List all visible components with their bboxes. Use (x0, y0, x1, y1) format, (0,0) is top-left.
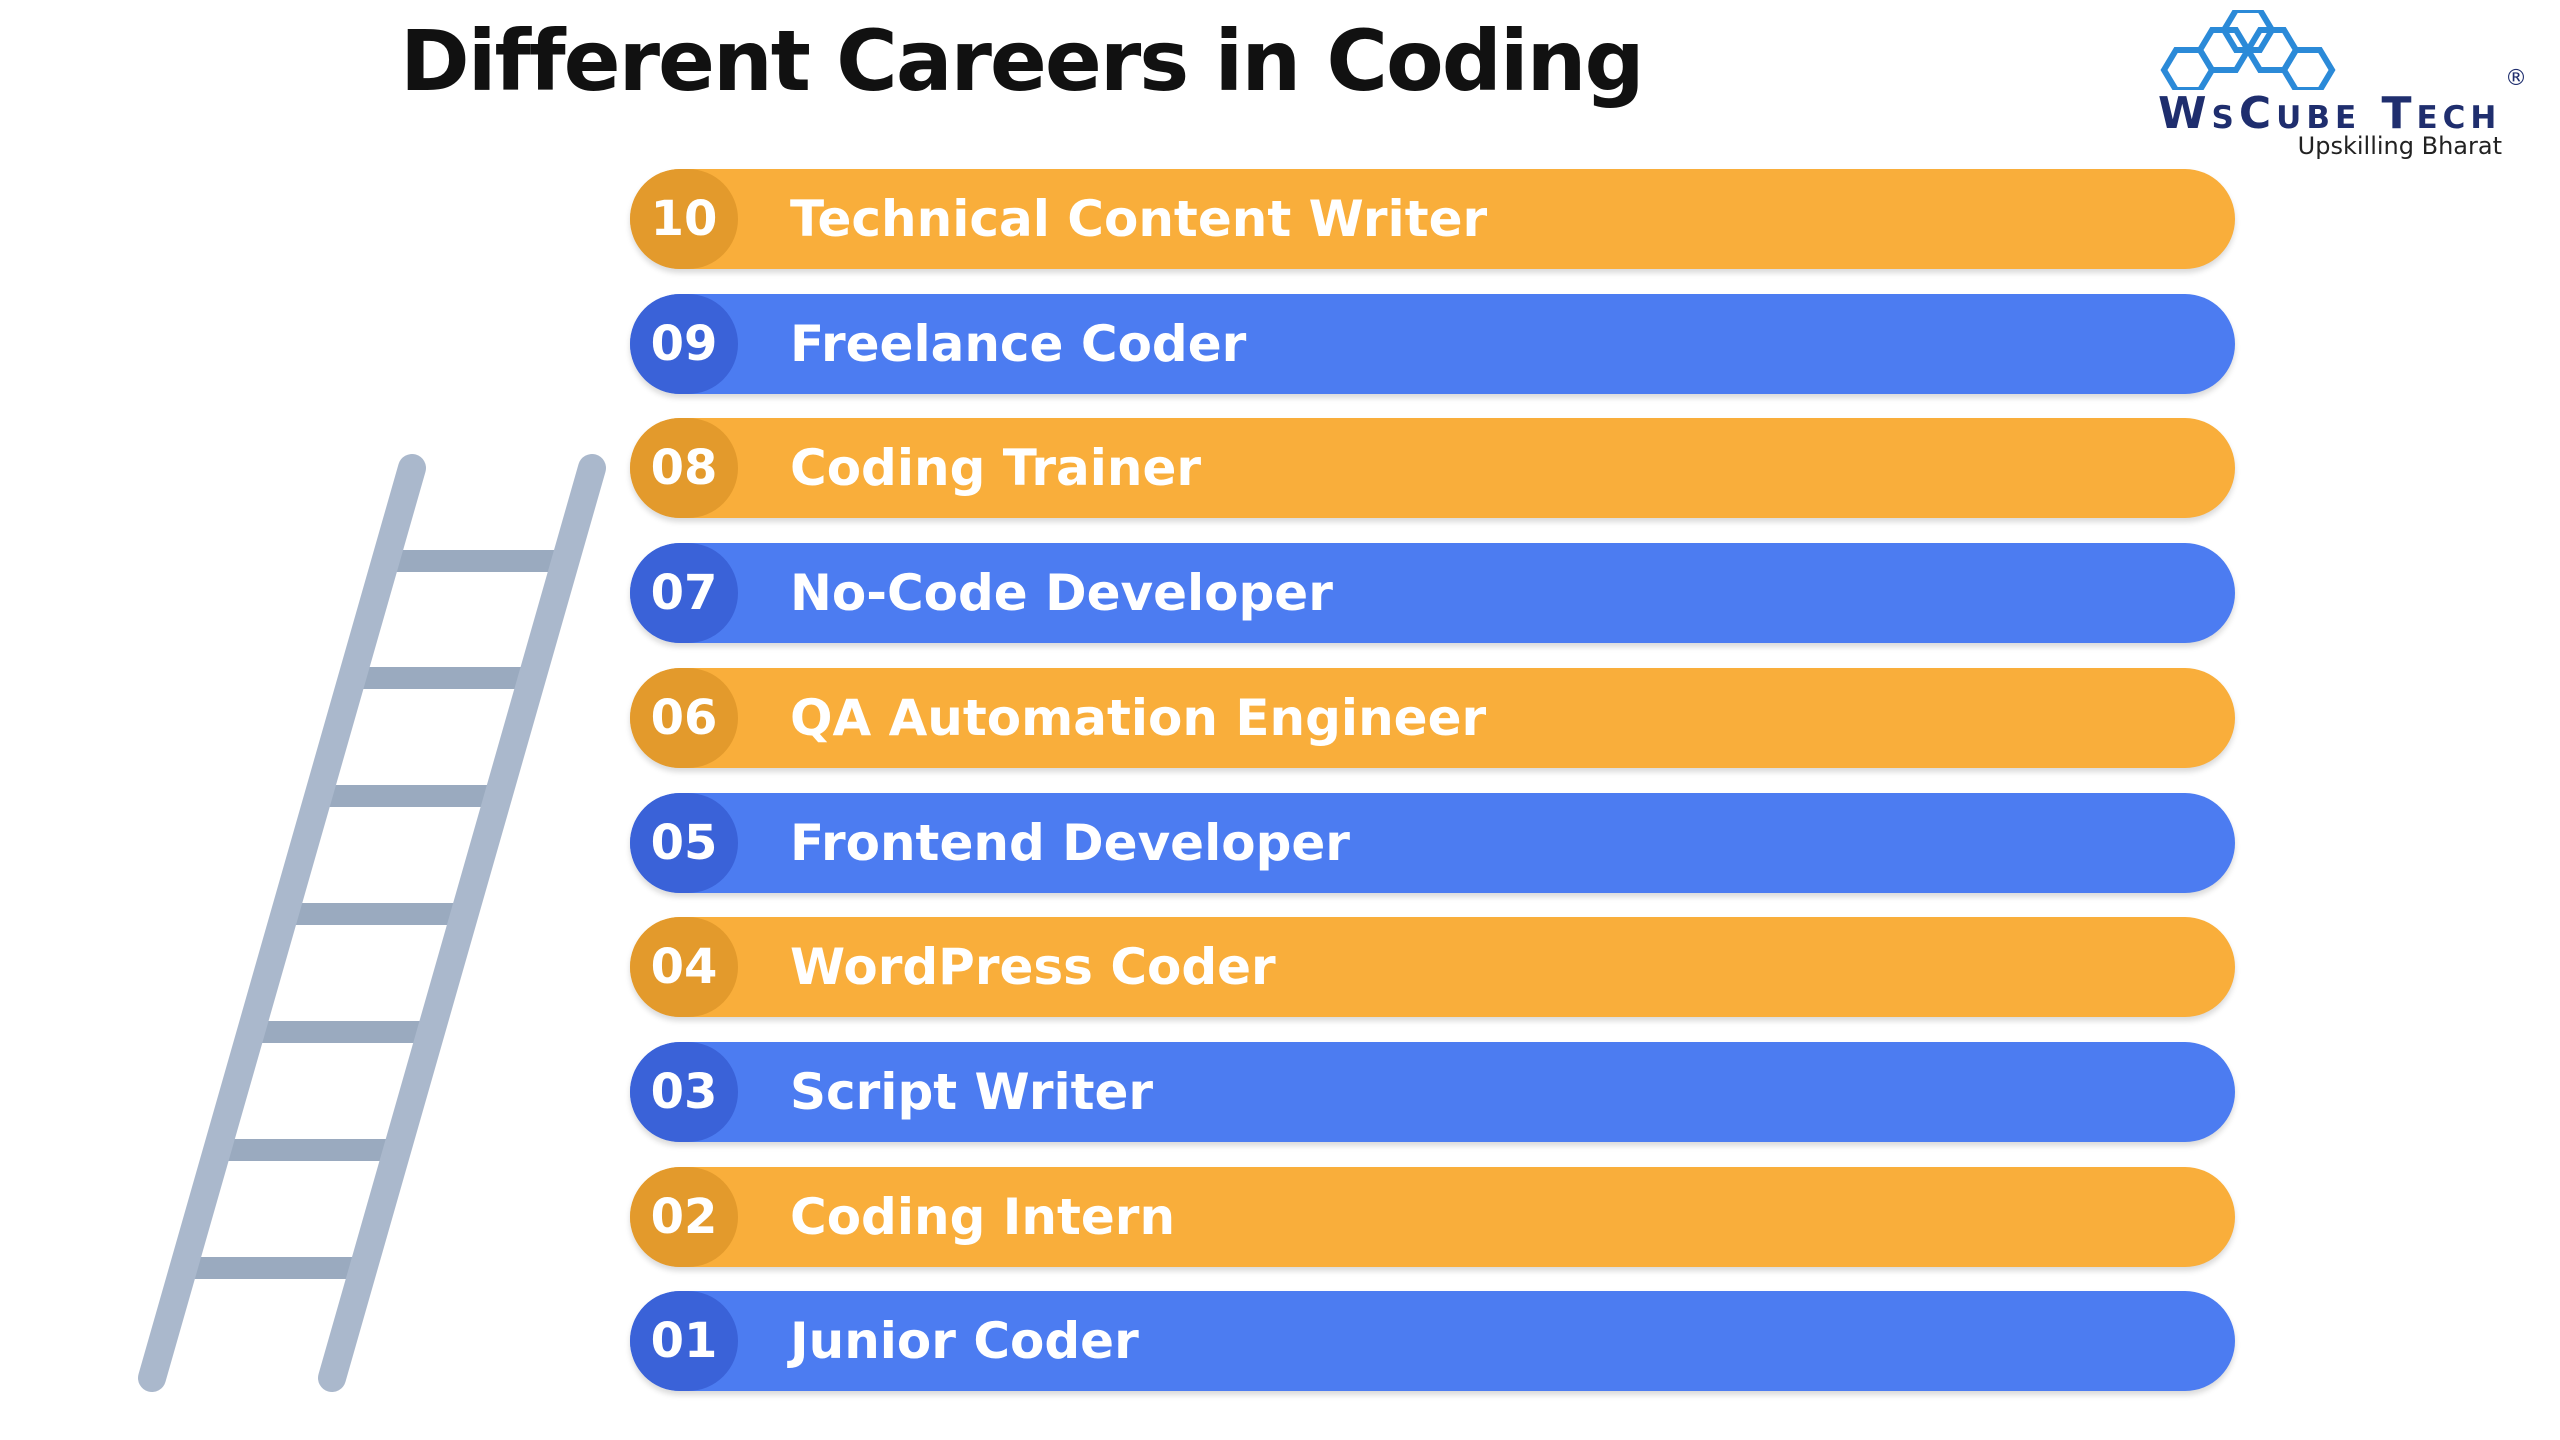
career-bar: 01 Junior Coder (630, 1291, 2235, 1392)
career-bar: 02 Coding Intern (630, 1166, 2235, 1267)
career-bar: 04 WordPress Coder (630, 917, 2235, 1018)
career-title: Script Writer (790, 1062, 1154, 1121)
career-title: Coding Trainer (790, 439, 1202, 498)
career-bar: 05 Frontend Developer (630, 792, 2235, 893)
career-title: Technical Content Writer (790, 190, 1488, 248)
career-bar: 06 QA Automation Engineer (630, 667, 2235, 768)
logo-registered: ® (2505, 66, 2527, 91)
career-bar: 09 Freelance Coder (630, 293, 2235, 394)
logo-tagline: Upskilling Bharat (2297, 132, 2502, 160)
logo: WsCube Tech ® Upskilling Bharat (2150, 10, 2530, 170)
career-number: 01 (630, 1291, 738, 1392)
career-title: Frontend Developer (790, 813, 1350, 872)
career-number: 04 (630, 917, 738, 1018)
career-title: WordPress Coder (790, 938, 1276, 997)
title: Different Careers in Coding (400, 12, 1645, 110)
career-number: 08 (630, 418, 738, 519)
career-bar: 08 Coding Trainer (630, 418, 2235, 519)
career-number: 05 (630, 792, 738, 893)
career-title: No-Code Developer (790, 564, 1333, 623)
career-title: QA Automation Engineer (790, 688, 1487, 747)
career-title: Coding Intern (790, 1187, 1176, 1246)
career-bar: 03 Script Writer (630, 1041, 2235, 1142)
career-title: Freelance Coder (790, 314, 1247, 373)
career-number: 09 (630, 293, 738, 394)
career-number: 03 (630, 1041, 738, 1142)
career-bar: 07 No-Code Developer (630, 543, 2235, 644)
career-number: 06 (630, 667, 738, 768)
career-number: 10 (630, 169, 738, 269)
career-number: 02 (630, 1166, 738, 1267)
career-bar: 10 Technical Content Writer (630, 169, 2235, 269)
career-number: 07 (630, 543, 738, 644)
career-title: Junior Coder (790, 1312, 1139, 1371)
logo-name: WsCube Tech (2158, 88, 2502, 139)
ladder (138, 454, 606, 1392)
logo-icon (2160, 10, 2336, 90)
